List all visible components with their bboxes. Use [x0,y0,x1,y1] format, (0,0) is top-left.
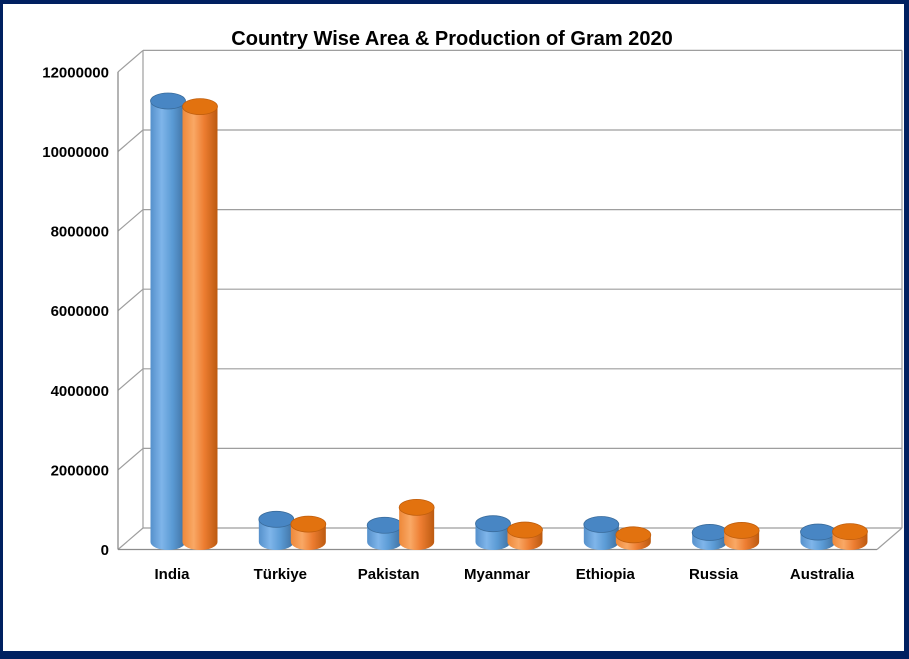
bar-top-pakistan-area [366,516,403,534]
tick-diagonal [117,49,144,73]
bar-top-t-rkiye-production [290,515,327,533]
x-category-label: Türkiye [254,566,307,583]
bar-body-t-rkiye-area [258,519,294,550]
chart-title: Country Wise Area & Production of Gram 2… [231,28,672,50]
bar-top-india-production [182,98,218,115]
y-tick-label: 10000000 [42,144,109,161]
tick-diagonal [117,129,144,152]
bar-top-russia-area [691,524,728,541]
floor-right-edge [876,527,903,550]
y-tick-label: 8000000 [51,224,109,241]
tick-diagonal [117,447,144,471]
bar-body-india-production [182,106,218,550]
x-category-label: India [154,566,190,583]
tick-diagonal [117,368,144,391]
bar-top-australia-production [832,523,868,541]
bar-top-ethiopia-area [583,516,620,533]
y-tick-label: 4000000 [51,383,109,400]
bar-top-india-area [150,92,186,110]
tick-diagonal [117,527,144,550]
bar-top-australia-area [800,523,836,541]
tick-diagonal [117,209,144,232]
x-category-label: Myanmar [464,566,530,583]
bar-top-pakistan-production [398,498,435,516]
x-category-label: Russia [689,566,739,583]
y-tick-label: 2000000 [51,462,109,479]
tick-diagonal [117,288,144,312]
bar-top-myanmar-area [475,515,511,533]
y-tick-label: 6000000 [51,303,109,320]
x-category-label: Australia [790,566,855,583]
chart-canvas: 0 2000000 4000000 6000000 8000000 10000000 120… [42,28,903,583]
bar-top-myanmar-production [507,521,543,539]
x-category-label: Pakistan [358,566,420,583]
bar-body-pakistan-production [399,507,435,550]
x-category-label: Ethiopia [576,566,636,583]
bar-top-russia-production [723,522,760,539]
bar-top-t-rkiye-area [258,510,295,528]
bar-top-ethiopia-production [615,526,652,544]
y-tick-label: 12000000 [42,64,109,81]
bar-body-india-area [150,101,186,551]
y-tick-label: 0 [101,542,109,559]
